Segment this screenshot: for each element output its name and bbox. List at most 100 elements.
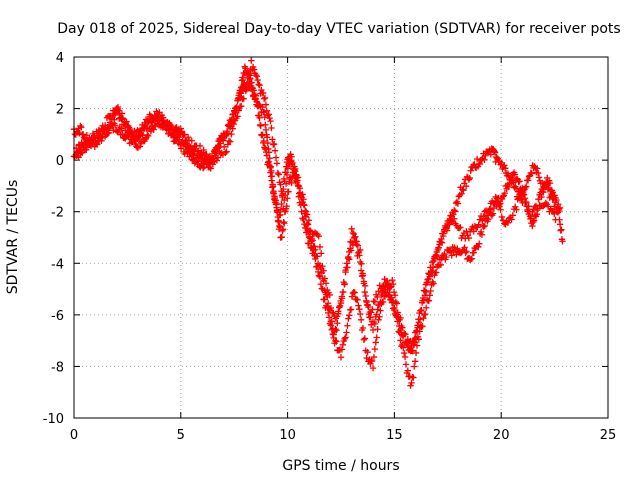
data-point-marker	[470, 249, 477, 256]
data-point-marker	[283, 171, 291, 179]
data-point-marker	[451, 207, 458, 214]
data-point-marker	[108, 116, 116, 123]
data-point-marker	[554, 209, 562, 216]
data-point-marker	[346, 312, 353, 319]
data-point-marker	[285, 160, 293, 167]
data-point-marker	[225, 137, 233, 145]
data-point-marker	[462, 182, 470, 190]
data-point-marker	[302, 207, 309, 214]
data-point-marker	[102, 124, 109, 131]
data-point-marker	[487, 151, 495, 158]
data-point-marker	[413, 327, 420, 334]
data-point-marker	[351, 289, 358, 296]
data-point-marker	[333, 327, 340, 334]
data-point-marker	[345, 315, 352, 322]
data-point-marker	[271, 147, 279, 154]
data-point-marker	[303, 229, 311, 236]
data-point-marker	[451, 215, 458, 222]
y-tick-label: -2	[51, 206, 64, 221]
data-point-marker	[558, 226, 565, 233]
data-point-marker	[281, 220, 288, 227]
data-point-marker	[239, 76, 247, 84]
data-point-marker	[75, 154, 82, 161]
data-point-marker	[339, 288, 347, 296]
data-point-marker	[112, 110, 119, 117]
data-point-marker	[284, 165, 292, 172]
data-point-marker	[523, 183, 530, 190]
data-point-marker	[525, 202, 532, 210]
data-point-marker	[267, 117, 274, 125]
data-point-marker	[317, 280, 325, 288]
data-point-marker	[465, 176, 473, 183]
y-tick-label: 0	[56, 154, 64, 169]
data-point-marker	[551, 203, 558, 210]
data-point-marker	[529, 222, 536, 230]
data-point-marker	[300, 216, 307, 224]
data-point-marker	[137, 130, 145, 138]
data-point-marker	[234, 113, 241, 120]
data-point-marker	[475, 243, 482, 251]
data-point-marker	[361, 288, 369, 296]
data-point-marker	[292, 174, 300, 182]
data-point-marker	[534, 206, 541, 214]
data-point-marker	[144, 131, 151, 139]
data-point-marker	[308, 238, 315, 245]
data-point-marker	[422, 288, 430, 296]
data-point-marker	[201, 157, 208, 165]
data-point-marker	[466, 175, 473, 182]
data-point-marker	[370, 353, 378, 361]
y-tick-label: -4	[51, 257, 64, 272]
data-point-marker	[235, 107, 242, 114]
data-point-marker	[288, 153, 295, 160]
data-point-marker	[458, 190, 465, 197]
data-point-marker	[516, 178, 523, 185]
data-point-marker	[202, 156, 210, 164]
data-point-marker	[383, 277, 391, 285]
data-point-marker	[490, 200, 497, 207]
data-point-marker	[282, 180, 290, 187]
data-point-marker	[556, 204, 564, 212]
data-point-marker	[416, 328, 423, 335]
data-point-marker	[328, 318, 336, 325]
data-point-marker	[176, 130, 184, 137]
data-point-marker	[73, 149, 81, 156]
data-point-marker	[414, 324, 421, 331]
data-point-marker	[391, 304, 398, 312]
data-point-marker	[499, 217, 507, 224]
data-point-marker	[424, 279, 431, 286]
data-point-marker	[281, 191, 289, 199]
data-point-marker	[377, 307, 384, 314]
data-point-marker	[256, 114, 263, 122]
data-point-marker	[410, 337, 418, 345]
data-point-marker	[405, 338, 413, 346]
gridlines	[74, 57, 608, 418]
data-point-marker	[320, 267, 327, 274]
data-point-marker	[413, 342, 421, 349]
data-point-marker	[483, 212, 491, 219]
data-point-marker	[275, 171, 282, 178]
data-point-marker	[325, 314, 333, 321]
data-point-marker	[360, 278, 368, 285]
data-point-marker	[74, 148, 82, 155]
data-point-marker	[354, 242, 361, 249]
data-point-marker	[429, 267, 436, 275]
data-point-marker	[539, 188, 546, 195]
data-point-marker	[491, 200, 498, 208]
data-point-marker	[300, 196, 307, 203]
data-point-marker	[150, 126, 157, 133]
data-point-marker	[333, 313, 341, 320]
data-point-marker	[248, 57, 255, 64]
x-tick-label: 0	[70, 428, 78, 443]
data-point-marker	[246, 72, 253, 79]
data-point-marker	[107, 112, 114, 120]
data-point-marker	[470, 228, 477, 235]
data-point-marker	[551, 210, 558, 217]
data-point-marker	[273, 200, 280, 208]
data-point-marker	[375, 316, 382, 324]
data-point-marker	[130, 132, 138, 140]
data-point-marker	[498, 213, 506, 221]
data-point-marker	[226, 122, 233, 129]
data-point-marker	[159, 114, 167, 121]
data-point-marker	[545, 184, 553, 191]
data-point-marker	[322, 280, 330, 287]
